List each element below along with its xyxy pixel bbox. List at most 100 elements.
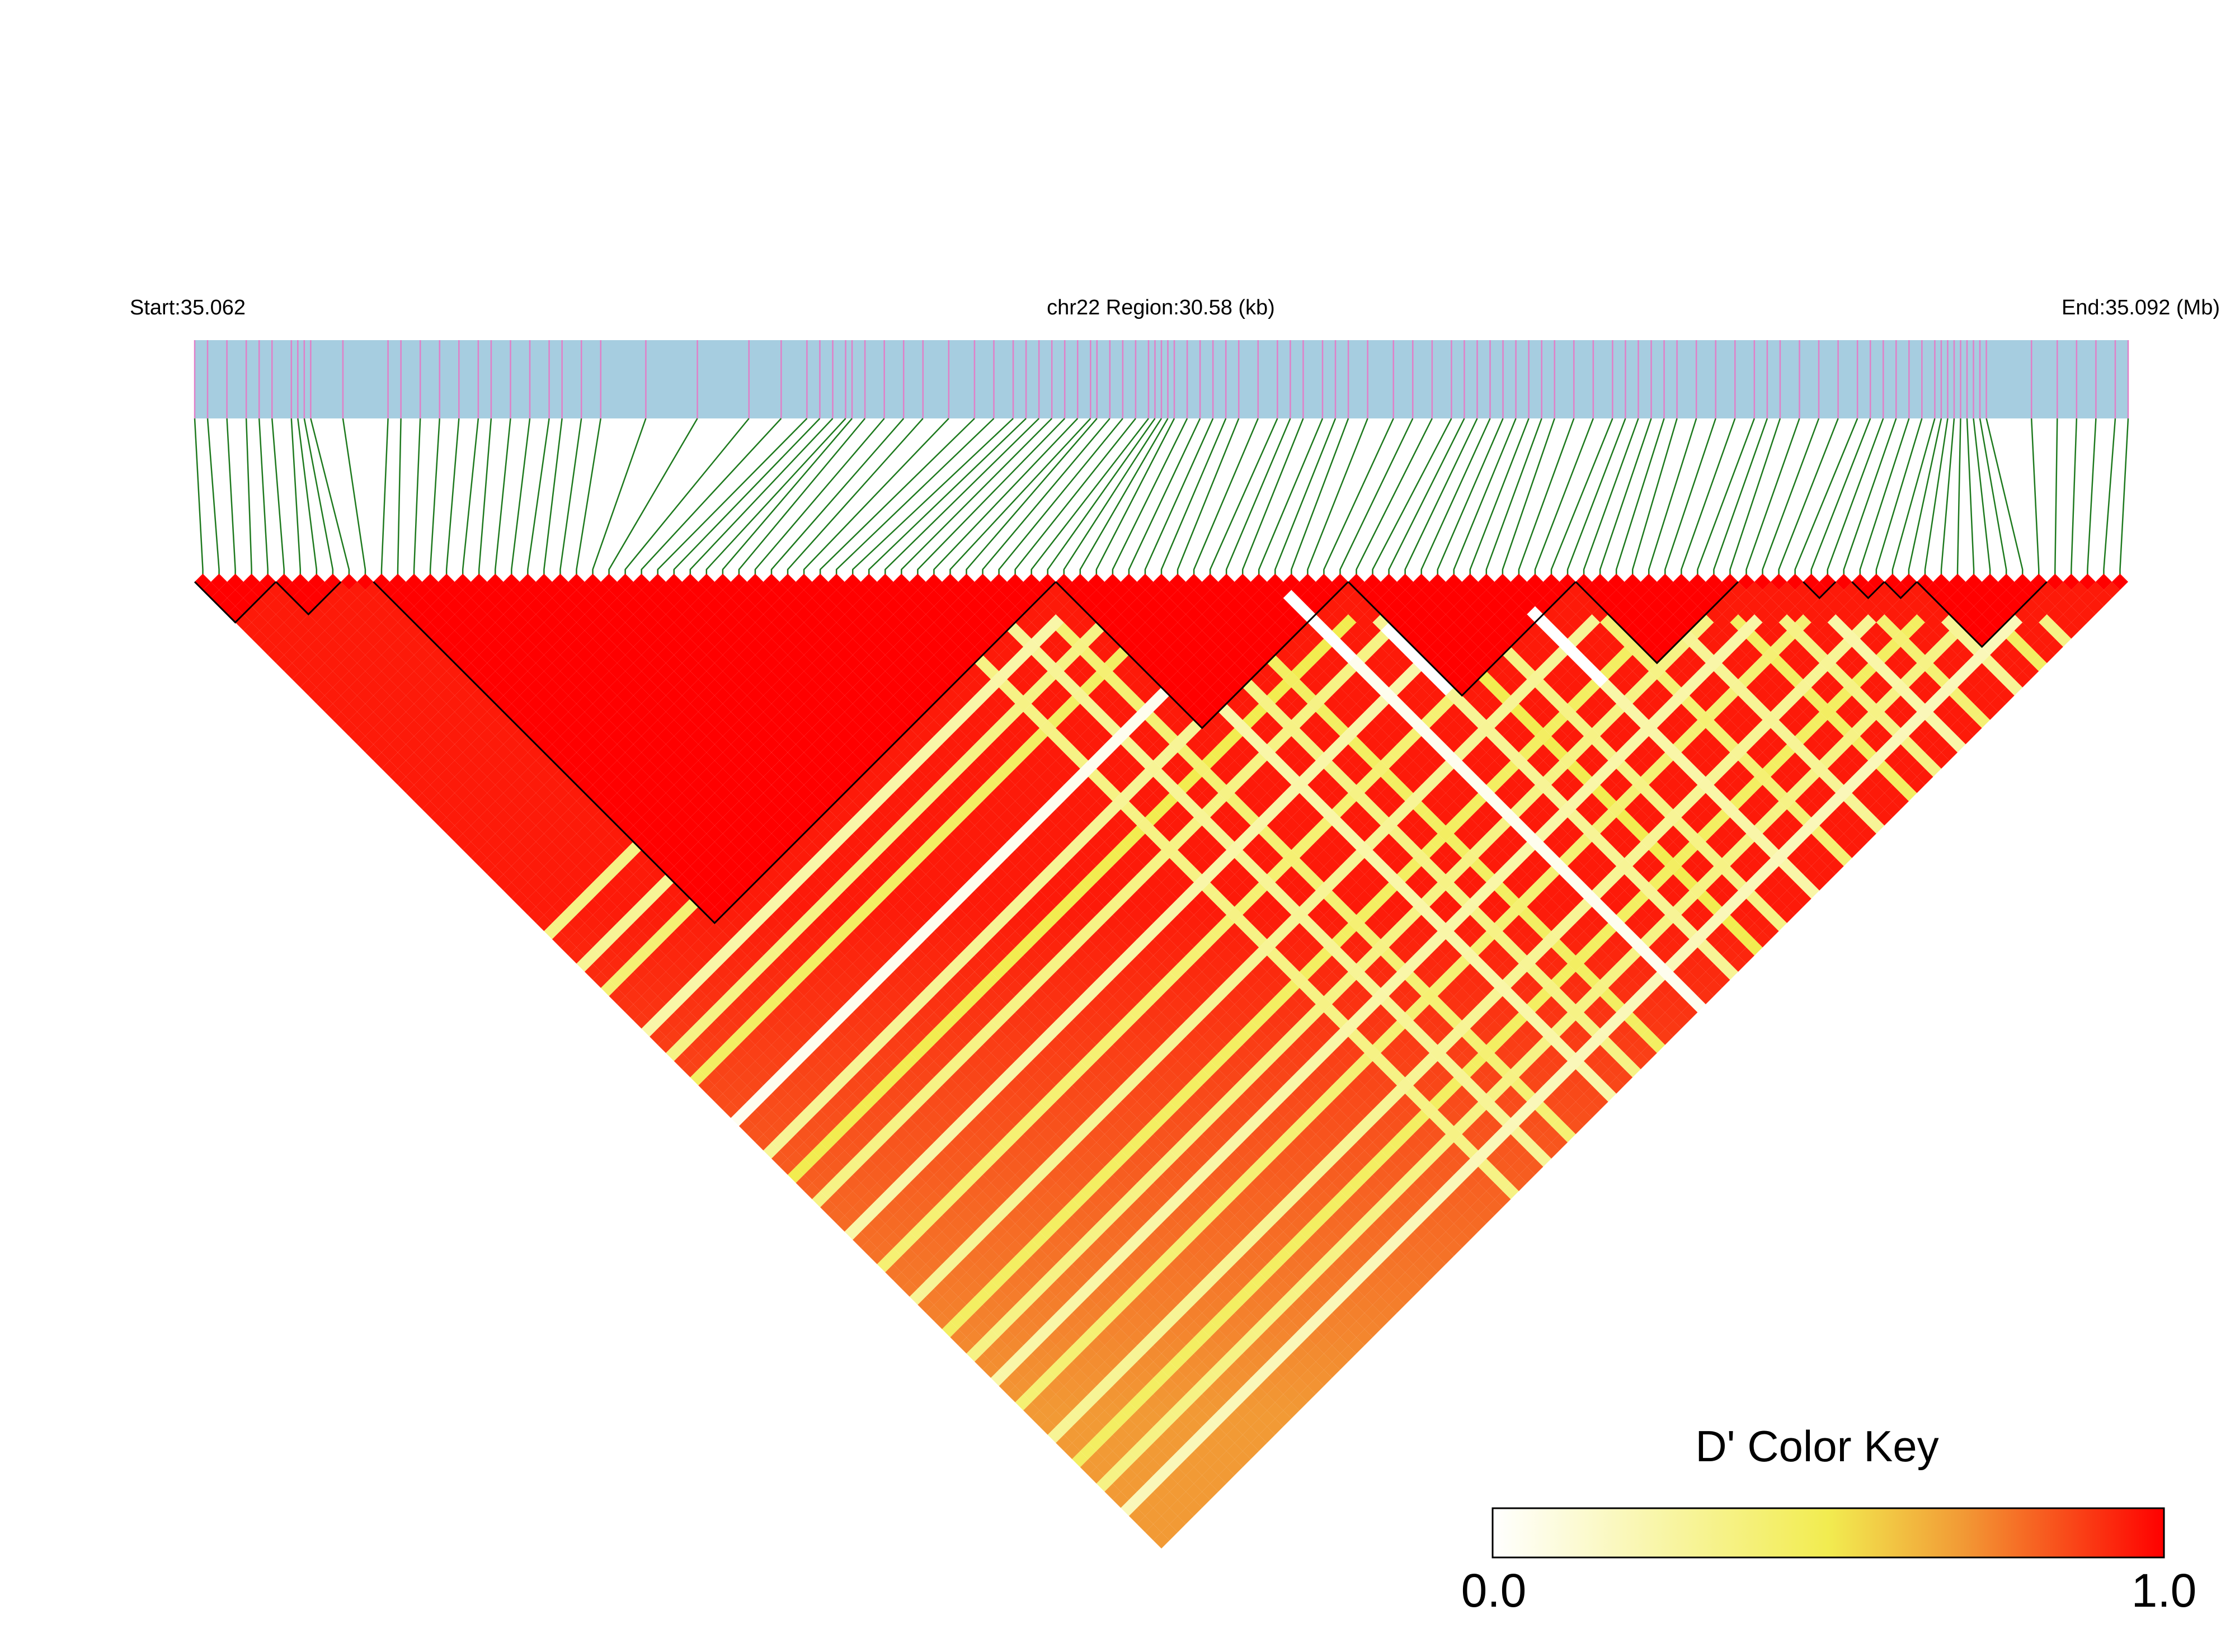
ld-cell [446,695,463,712]
ld-cell [1112,1118,1129,1135]
ld-diag-cell [535,573,552,590]
snp-connector [1891,418,1936,578]
ld-cell [869,1150,886,1167]
ld-cell [869,1199,886,1216]
snp-connector [1550,418,1613,578]
ld-cell [487,850,504,867]
ld-cell [706,1085,723,1102]
ld-cell [950,955,967,972]
ld-cell [528,647,544,663]
ld-cell [869,1231,886,1248]
ld-cell [1226,1427,1243,1443]
snp-connector [835,418,995,578]
ld-cell [788,1085,804,1102]
ld-cell [1226,972,1243,989]
ld-cell [950,1329,967,1345]
ld-diag-cell [585,573,601,590]
ld-cell [1389,1085,1405,1102]
ld-cell [406,687,422,704]
snp-connector [511,418,531,578]
ld-cell [788,695,804,712]
snp-connector [1420,418,1491,578]
ld-cell [1031,1410,1048,1427]
ld-cell [788,614,804,631]
snp-connector [1778,418,1839,578]
ld-diag-cell [633,573,650,590]
ld-cell [788,874,804,891]
region-end-label: End:35.092 (Mb) [2062,296,2220,319]
ld-cell [1112,874,1129,891]
ld-cell [950,939,967,956]
ld-cell [487,590,504,606]
region-start-label: Start:35.062 [130,296,246,319]
ld-cell [1031,1102,1048,1118]
ld-cell [560,874,577,891]
ld-cell [869,712,886,728]
ld-cell [1031,1215,1048,1232]
ld-diag-cell [650,573,666,590]
ld-cell [324,671,341,688]
ld-cell [869,1215,886,1232]
ld-cell [560,858,577,874]
ld-cell [487,703,504,720]
ld-diag-cell [877,573,893,590]
ld-diag-cell [552,573,568,590]
ld-cell [487,817,504,834]
ld-cell [1226,1037,1243,1053]
ld-cell [869,1118,886,1135]
ld-cell [1389,972,1405,989]
ld-cell [487,866,504,883]
ld-diag-cell [243,573,260,590]
ld-cell [1112,760,1129,777]
ld-cell [950,890,967,907]
ld-cell [528,841,544,858]
ld-cell [1112,1410,1129,1427]
snp-connector [1404,418,1478,578]
snp-connector [1144,418,1214,578]
ld-cell [788,825,804,842]
snp-connector [1274,418,1337,578]
ld-cell [528,890,544,907]
ld-cell [869,809,886,826]
snp-connector [1956,418,1961,578]
ld-cell [625,630,642,647]
ld-cell [706,874,723,891]
ld-diag-cell [341,573,357,590]
ld-cell [1389,1264,1405,1281]
snp-connector [1794,418,1858,578]
ld-cell [788,1020,804,1037]
ld-cell [1031,825,1048,842]
ld-cell [788,988,804,1005]
ld-cell [1389,1296,1405,1313]
ld-cell [706,939,723,956]
ld-cell [284,630,300,647]
ld-cell [1031,663,1048,680]
snp-connector [1985,418,2024,578]
ld-diag-cell [617,573,634,590]
ld-cell [706,760,723,777]
ld-cell [251,630,268,647]
snp-connector [413,418,421,578]
ld-cell [706,1004,723,1021]
ld-cell [625,776,642,793]
ld-cell [788,760,804,777]
ld-cell [406,752,422,769]
ld-cell [625,712,642,728]
ld-cell [324,655,341,671]
ld-cell [560,598,577,615]
ld-cell [1112,728,1129,745]
ld-cell [1112,1394,1129,1411]
ld-cell [1112,955,1129,972]
ld-cell [1031,1069,1048,1086]
snp-connector [1583,418,1639,578]
ld-cell [706,972,723,989]
ld-cell [788,1037,804,1053]
ld-cell [950,1053,967,1070]
ld-cell [251,614,268,631]
ld-cell [706,955,723,972]
ld-cell [1112,1475,1129,1492]
ld-diag-cell [942,573,958,590]
ld-cell [869,874,886,891]
snp-connector [1827,418,1884,578]
ld-cell [528,679,544,696]
